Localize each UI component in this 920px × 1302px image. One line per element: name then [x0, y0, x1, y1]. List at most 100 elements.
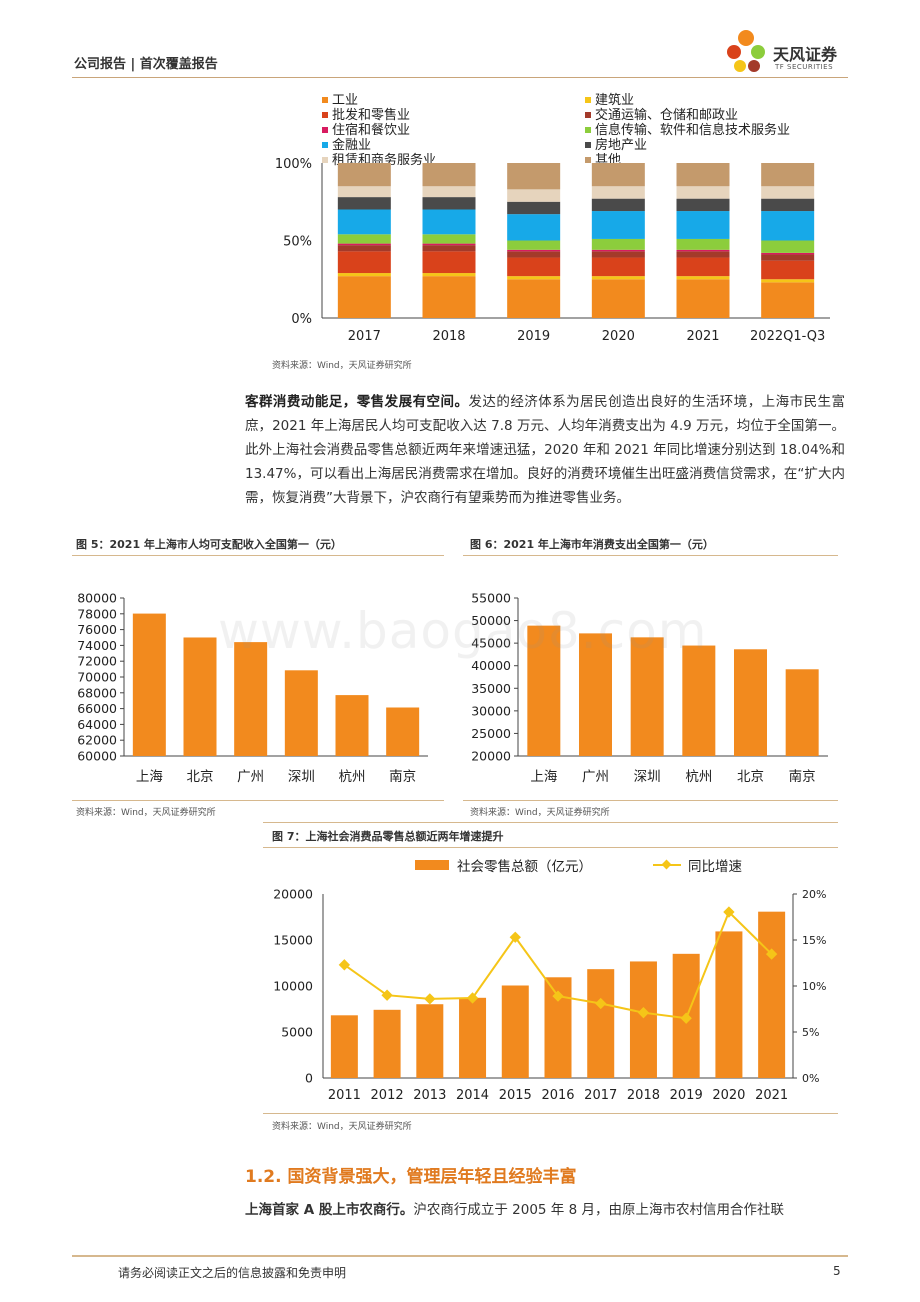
- figure-rule: [263, 847, 838, 848]
- y-tick-label: 80000: [77, 591, 117, 606]
- x-tick-label: 2020: [712, 1088, 745, 1103]
- paragraph-lead: 客群消费动能足，零售发展有空间。: [245, 394, 469, 410]
- stacked-bar-segment: [337, 234, 391, 244]
- y-tick-label: 64000: [77, 717, 117, 732]
- stacked-bar-segment: [761, 240, 815, 253]
- y-tick-label: 35000: [471, 681, 511, 696]
- y-tick-label: 62000: [77, 733, 117, 748]
- y-tick-label: 0: [305, 1071, 313, 1086]
- legend-swatch: [585, 97, 591, 103]
- stacked-bar-segment: [507, 214, 561, 241]
- stacked-bar-segment: [676, 211, 730, 239]
- bar: [587, 969, 615, 1078]
- y-tick-label: 10000: [273, 979, 313, 994]
- stacked-bar-segment: [337, 243, 391, 246]
- growth-point: [338, 959, 351, 971]
- bar: [335, 695, 369, 756]
- y-tick-label: 60000: [77, 749, 117, 764]
- legend-label: 社会零售总额（亿元）: [457, 859, 592, 875]
- section-heading: 1.2. 国资背景强大，管理层年轻且经验丰富: [245, 1167, 577, 1187]
- stacked-bar-segment: [337, 276, 391, 318]
- legend-swatch: [585, 127, 591, 133]
- x-tick-label: 2021: [686, 329, 719, 344]
- x-tick-label: 杭州: [339, 769, 366, 785]
- income-chart: 6000062000640006600068000700007200074000…: [77, 591, 428, 785]
- figure-rule: [263, 1113, 838, 1114]
- logo-name: 天风证券: [773, 45, 838, 64]
- bar: [459, 997, 487, 1078]
- y-tick-label: 20000: [471, 749, 511, 764]
- stacked-bar-segment: [676, 238, 730, 250]
- stacked-bar-segment: [591, 198, 645, 212]
- y-tick-label: 5000: [281, 1025, 313, 1040]
- growth-point: [595, 997, 607, 1010]
- stacked-bar-segment: [761, 254, 815, 261]
- y-tick-label: 100%: [275, 157, 312, 172]
- x-tick-label: 南京: [389, 769, 416, 785]
- stacked-bar-segment: [507, 249, 561, 252]
- y-tick-label: 50%: [283, 235, 312, 250]
- figure-rule: [463, 800, 838, 801]
- x-tick-label: 2019: [670, 1088, 703, 1103]
- legend-label: 批发和零售业: [332, 107, 410, 123]
- y-tick-label: 40000: [471, 658, 511, 673]
- bar: [501, 985, 529, 1078]
- y-tick-label: 66000: [77, 701, 117, 716]
- stacked-bar-segment: [507, 201, 561, 215]
- legend-swatch: [322, 127, 328, 133]
- stacked-bar-segment: [337, 245, 391, 252]
- legend-label: 交通运输、仓储和邮政业: [595, 107, 738, 123]
- stacked-bar-segment: [337, 273, 391, 277]
- header-rule: [72, 77, 848, 78]
- legend-marker: [661, 859, 672, 870]
- stacked-bar-segment: [507, 279, 561, 318]
- legend-swatch: [322, 112, 328, 118]
- legend-swatch: [585, 157, 591, 163]
- x-tick-label: 2022Q1-Q3: [750, 329, 825, 344]
- legend-label: 金融业: [332, 137, 371, 153]
- body-paragraph: 上海首家 A 股上市农商行。沪农商行成立于 2005 年 8 月，由原上海市农村…: [245, 1198, 855, 1218]
- legend-label: 信息传输、软件和信息技术服务业: [595, 122, 790, 138]
- legend-swatch: [585, 142, 591, 148]
- x-tick-label: 上海: [530, 769, 557, 785]
- paragraph-lead: 上海首家 A 股上市农商行。: [245, 1202, 414, 1218]
- stacked-bar-segment: [676, 249, 730, 252]
- stacked-bar-segment: [591, 251, 645, 258]
- stacked-bar-segment: [676, 251, 730, 258]
- stacked-bar-segment: [676, 276, 730, 280]
- y-tick-label: 25000: [471, 726, 511, 741]
- growth-point: [424, 993, 436, 1005]
- bar: [682, 645, 716, 756]
- bar: [734, 649, 767, 756]
- y-tick-label: 55000: [471, 591, 511, 606]
- x-tick-label: 2016: [541, 1088, 574, 1103]
- stacked-bar-segment: [591, 211, 645, 239]
- bar: [183, 637, 217, 756]
- growth-point: [723, 906, 735, 918]
- figure-title: 图 5：2021 年上海市人均可支配收入全国第一（元）: [76, 538, 342, 551]
- stacked-bar-segment: [761, 198, 815, 212]
- legend-swatch: [415, 860, 449, 870]
- figure-title: 图 6：2021 年上海市年消费支出全国第一（元）: [470, 538, 714, 551]
- stacked-bar-segment: [422, 234, 476, 244]
- y-tick-label-right: 15%: [802, 934, 826, 947]
- page-number: 5: [833, 1264, 841, 1278]
- x-tick-label: 2015: [499, 1088, 532, 1103]
- stacked-bar-segment: [422, 276, 476, 318]
- consumption-chart: 20000 25000 30000 35000 40000 45000 50000 55000…: [471, 591, 828, 785]
- x-tick-label: 北京: [187, 769, 214, 785]
- figure-rule: [72, 800, 444, 801]
- x-tick-label: 2013: [413, 1088, 446, 1103]
- bar: [715, 931, 743, 1078]
- legend-label: 建筑业: [595, 92, 634, 108]
- bar: [132, 613, 166, 756]
- x-tick-label: 上海: [136, 769, 163, 785]
- body-paragraph: 客群消费动能足，零售发展有空间。发达的经济体系为居民创造出良好的生活环境，上海市…: [245, 390, 845, 510]
- y-tick-label: 70000: [77, 670, 117, 685]
- stacked-bar-segment: [337, 186, 391, 198]
- bar: [527, 625, 561, 756]
- stacked-bar-segment: [761, 186, 815, 199]
- y-tick-label: 30000: [471, 703, 511, 718]
- paragraph-text: 沪农商行成立于 2005 年 8 月，由原上海市农村信用合作社联: [413, 1202, 784, 1218]
